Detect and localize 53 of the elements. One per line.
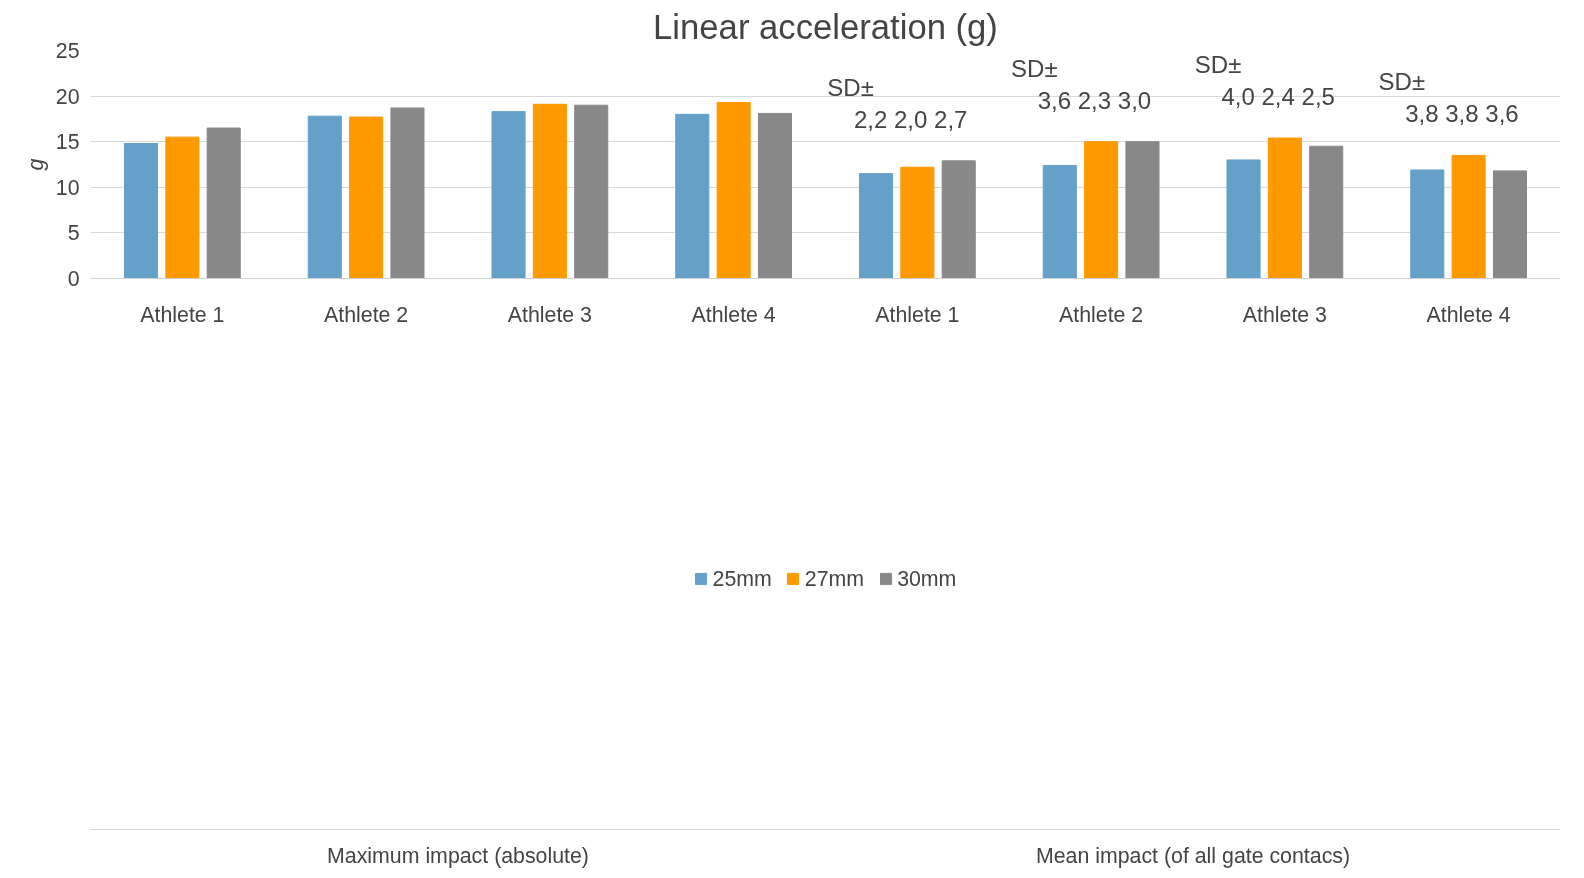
bar (574, 104, 609, 279)
x-tick-label: Athlete 1 (140, 302, 225, 327)
bar (757, 112, 793, 279)
legend-label: 25mm (712, 566, 772, 592)
bar (165, 136, 200, 279)
bar (1492, 170, 1528, 279)
bar (1226, 159, 1261, 279)
y-tick-label: 20 (55, 84, 80, 109)
x-tick-label: Athlete 3 (1242, 302, 1327, 327)
annotation: 2,2 2,0 2,7 (853, 105, 968, 133)
legend-label: 27mm (804, 566, 865, 592)
bar (1451, 154, 1486, 279)
text: Mean impact (of all gate contacs) (1035, 843, 1351, 868)
bar (900, 166, 935, 279)
chart-title: Linear acceleration (g) (653, 7, 998, 46)
annotation: SD± (1011, 54, 1058, 82)
bar (941, 160, 976, 279)
annotation: 4,0 2,4 2,5 (1221, 83, 1335, 111)
bar (1267, 137, 1302, 279)
y-tick-label: 0 (67, 267, 80, 291)
bar (858, 173, 894, 279)
bar (206, 127, 241, 279)
bar (307, 115, 342, 279)
bar (390, 107, 425, 279)
annotation: 3,8 3,8 3,6 (1405, 100, 1519, 128)
bar (675, 113, 710, 279)
bar (491, 111, 526, 279)
y-tick-label: 25 (55, 39, 80, 63)
x-tick-label: Athlete 4 (1426, 302, 1511, 327)
bar (1410, 169, 1445, 279)
y-tick-label: 5 (67, 221, 80, 246)
y-tick-label: 10 (55, 175, 80, 200)
bar (1084, 141, 1119, 279)
annotation: SD± (1378, 68, 1426, 96)
x-tick-label: Athlete 2 (1059, 302, 1144, 327)
bar (1125, 141, 1160, 279)
y-axis-title: g (23, 158, 48, 171)
text: Maximum impact (absolute) (327, 843, 589, 868)
annotation: SD± (827, 73, 874, 101)
bar (1042, 164, 1077, 279)
annotation: SD± (1194, 51, 1242, 79)
annotation: 3,6 2,3 3,0 (1037, 86, 1152, 114)
bar (716, 101, 751, 279)
legend-label: 30mm (897, 566, 957, 592)
bar (123, 143, 159, 279)
x-tick-label: Athlete 4 (691, 302, 776, 327)
x-tick-label: Athlete 1 (875, 302, 960, 327)
bar (1309, 145, 1344, 279)
x-tick-label: Athlete 2 (324, 302, 409, 327)
y-tick-label: 15 (55, 130, 80, 155)
bar (349, 116, 384, 279)
x-tick-label: Athlete 3 (507, 302, 592, 327)
bar (532, 103, 567, 279)
